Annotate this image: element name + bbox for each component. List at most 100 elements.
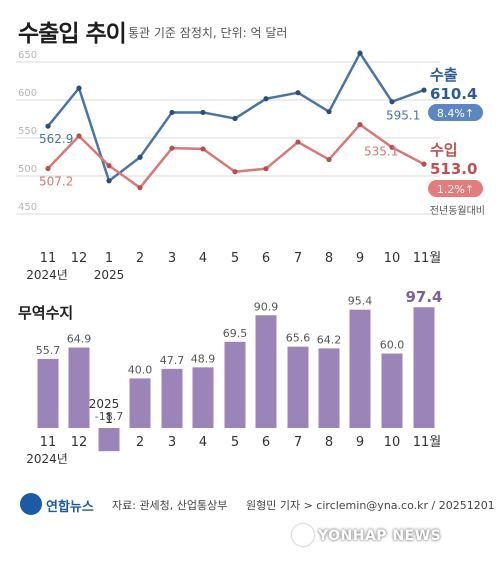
export-series-name: 수출	[430, 66, 458, 84]
x-tick-label: 4	[199, 435, 207, 450]
x-tick-label: 5	[231, 251, 239, 266]
y-tick-label: 550	[18, 126, 37, 137]
y-tick-label: 600	[18, 88, 37, 99]
x-tick-label: 7	[294, 435, 302, 450]
balance-data-label: 40.0	[128, 363, 153, 376]
footer-source: 자료: 관세청, 산업통상부	[112, 499, 228, 512]
balance-bar	[192, 367, 214, 428]
x-tick-label: 3	[168, 435, 176, 450]
balance-data-label: 55.7	[36, 344, 61, 357]
y-tick-label: 450	[18, 202, 37, 213]
import-point	[169, 145, 175, 151]
import-point	[263, 166, 269, 172]
import-point	[106, 163, 112, 169]
import-end-value: 513.0	[430, 160, 477, 178]
x-tick-label: 9	[356, 251, 364, 266]
x-tick-label: 12	[71, 435, 88, 450]
bar-chart-title: 무역수지	[18, 304, 73, 322]
export-point	[326, 109, 332, 115]
x-tick-label: 10	[384, 435, 401, 450]
balance-bar	[349, 309, 371, 428]
x-tick-label: 6	[262, 435, 270, 450]
export-point	[106, 178, 112, 184]
x-tick-label: 9	[356, 435, 364, 450]
x-tick-label: 1	[105, 251, 113, 266]
import-point	[200, 146, 206, 152]
year-label: 2024년	[26, 452, 68, 466]
export-point	[295, 90, 301, 96]
balance-bar	[318, 348, 340, 428]
y-tick-label: 650	[18, 50, 37, 61]
balance-data-label: 90.9	[254, 300, 279, 313]
x-tick-label: 6	[262, 251, 270, 266]
page-title: 수출입 추이	[18, 21, 127, 47]
export-point	[169, 109, 175, 116]
y-tick-label: 500	[18, 164, 37, 175]
import-point	[76, 133, 82, 139]
change-note: 전년동월대비	[430, 205, 485, 217]
x-tick-label: 11	[40, 251, 57, 266]
balance-data-label: 97.4	[405, 288, 442, 306]
x-tick-label: 2	[136, 251, 144, 266]
x-tick-label: 2	[136, 435, 144, 450]
x-tick-label: 8	[325, 251, 333, 266]
balance-bar	[129, 378, 151, 428]
x-tick-label: 3	[168, 251, 176, 266]
export-point	[200, 109, 206, 116]
export-change-text: 8.4%↑	[437, 107, 474, 120]
x-tick-label: 1	[105, 412, 113, 427]
balance-bar	[224, 341, 246, 428]
balance-bar	[413, 307, 435, 428]
year-label: 2024년	[26, 268, 68, 282]
export-data-label: 595.1	[386, 109, 420, 123]
import-point	[357, 122, 363, 128]
balance-bar	[381, 353, 403, 428]
balance-data-label: 64.9	[67, 333, 92, 346]
import-point	[295, 139, 301, 145]
x-tick-label: 11	[40, 435, 57, 450]
export-point	[45, 123, 51, 129]
export-change-badge	[428, 104, 483, 121]
export-point	[357, 50, 363, 56]
export-data-label: 562.9	[39, 132, 73, 146]
balance-bar	[287, 346, 309, 428]
yonhap-logo-icon	[20, 493, 42, 515]
balance-data-label: 60.0	[380, 339, 405, 352]
export-point	[232, 115, 238, 122]
x-tick-label: 11월	[413, 435, 442, 450]
balance-data-label: 47.7	[160, 354, 185, 367]
import-point	[137, 185, 143, 191]
export-end-value: 610.4	[430, 85, 477, 103]
x-tick-label: 5	[231, 435, 239, 450]
year-label: 2025	[89, 397, 120, 411]
balance-bar	[161, 368, 183, 428]
balance-data-label: 65.6	[286, 332, 311, 345]
balance-data-label: 48.9	[191, 352, 216, 365]
x-tick-label: 12	[71, 251, 88, 266]
balance-data-label: -18.7	[95, 410, 123, 423]
footer-credit: 원형민 기자 > circlemin@yna.co.kr / 20251201	[246, 499, 495, 512]
export-point	[76, 85, 82, 91]
year-label: 2025	[94, 268, 125, 282]
import-change-text: 1.2%↑	[437, 183, 474, 196]
balance-bar	[255, 315, 277, 428]
balance-bar	[37, 358, 59, 428]
import-point	[421, 161, 427, 167]
x-tick-label: 8	[325, 435, 333, 450]
import-point	[389, 144, 395, 150]
balance-bar	[98, 428, 120, 452]
x-tick-label: 4	[199, 251, 207, 266]
watermark: YONHAP NEWS	[318, 528, 442, 544]
import-series-name: 수입	[430, 141, 458, 159]
footer-brand: 연합뉴스	[46, 500, 94, 515]
balance-data-label: 64.2	[317, 333, 342, 346]
balance-bar	[68, 347, 90, 428]
import-point	[326, 156, 332, 163]
balance-data-label: 95.4	[348, 295, 373, 308]
export-point	[421, 87, 427, 93]
import-change-badge	[428, 180, 483, 197]
x-tick-label: 11월	[413, 251, 442, 266]
page-subtitle: 통관 기준 잠정치, 단위: 억 달러	[128, 26, 288, 40]
balance-data-label: 69.5	[223, 327, 248, 340]
